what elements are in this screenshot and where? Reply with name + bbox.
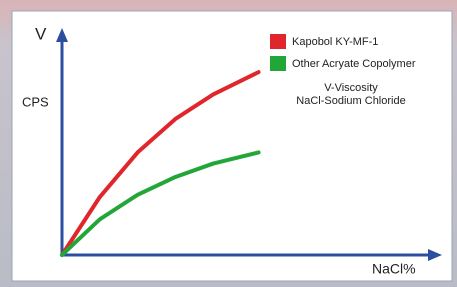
legend-label: Other Acryate Copolymer <box>292 58 416 70</box>
x-axis-label: NaCl% <box>372 261 416 277</box>
annotation: NaCl-Sodium Chloride <box>296 95 405 107</box>
y-axis-label: V <box>35 24 47 43</box>
annotation: V-Viscosity <box>324 82 378 94</box>
legend-swatch <box>270 34 286 49</box>
legend-label: Kapobol KY-MF-1 <box>292 36 378 48</box>
page: {"chart_data": {"type": "line", "y_label… <box>0 0 457 287</box>
chart: V CPS NaCl% V-Viscosity NaCl-Sodium Chlo… <box>0 0 457 287</box>
legend-swatch <box>270 56 286 71</box>
y-unit-label: CPS <box>22 94 49 109</box>
